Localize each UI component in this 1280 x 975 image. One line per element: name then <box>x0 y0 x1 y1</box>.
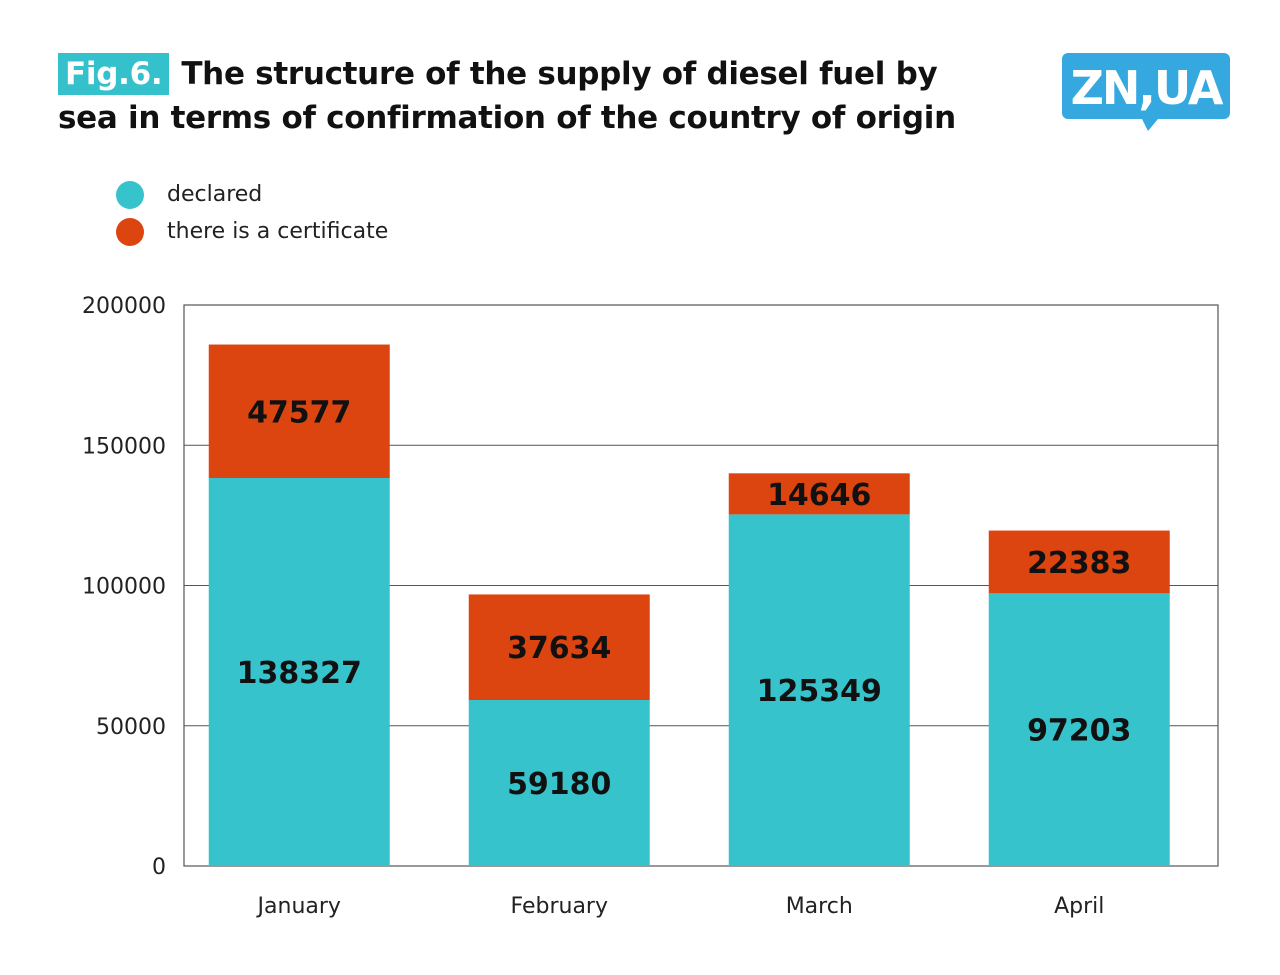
data-label: 47577 <box>247 395 351 430</box>
plot-frame <box>183 304 1219 867</box>
legend-item-certificate: there is a certificate <box>116 213 388 250</box>
y-tick-label: 50000 <box>96 715 166 740</box>
data-label: 14646 <box>767 478 871 513</box>
bar-segment-declared <box>728 514 910 866</box>
legend-swatch-declared <box>116 180 144 209</box>
data-label: 125349 <box>757 674 882 709</box>
y-tick-label: 0 <box>152 855 166 880</box>
logo-text: ZN,UA <box>1071 61 1224 115</box>
bar-segment-certificate <box>728 473 910 515</box>
bar-segment-certificate <box>208 344 390 478</box>
title-line-1: Fig.6. The structure of the supply of die… <box>58 52 1038 96</box>
x-tick-label: March <box>786 894 853 919</box>
data-label: 37634 <box>507 631 611 666</box>
legend-item-declared: declared <box>116 176 388 213</box>
bar-segment-declared <box>468 700 650 866</box>
bar-segment-declared <box>988 593 1170 866</box>
legend: declared there is a certificate <box>116 176 388 250</box>
data-label: 97203 <box>1027 714 1131 749</box>
bar-segment-certificate <box>468 594 650 701</box>
legend-swatch-certificate <box>116 217 144 246</box>
legend-label-certificate: there is a certificate <box>167 219 389 244</box>
chart-header: Fig.6. The structure of the supply of die… <box>58 52 1038 140</box>
chart-title-part-2: sea in terms of confirmation of the coun… <box>58 100 956 136</box>
y-tick-label: 100000 <box>82 575 166 600</box>
figure-badge: Fig.6. <box>58 53 170 95</box>
zn-ua-logo: ZN,UA <box>1062 53 1230 131</box>
x-tick-label: January <box>256 894 341 919</box>
bar-segment-declared <box>208 477 390 866</box>
x-tick-label: February <box>511 894 609 919</box>
chart-title-part-1: The structure of the supply of diesel fu… <box>181 56 938 92</box>
data-label: 138327 <box>237 656 362 691</box>
data-label: 22383 <box>1027 546 1131 581</box>
y-tick-label: 150000 <box>82 434 166 459</box>
data-label: 59180 <box>507 767 611 802</box>
legend-label-declared: declared <box>167 182 263 207</box>
bar-segment-certificate <box>988 530 1170 594</box>
y-tick-label: 200000 <box>82 294 166 319</box>
x-tick-label: April <box>1054 894 1104 919</box>
